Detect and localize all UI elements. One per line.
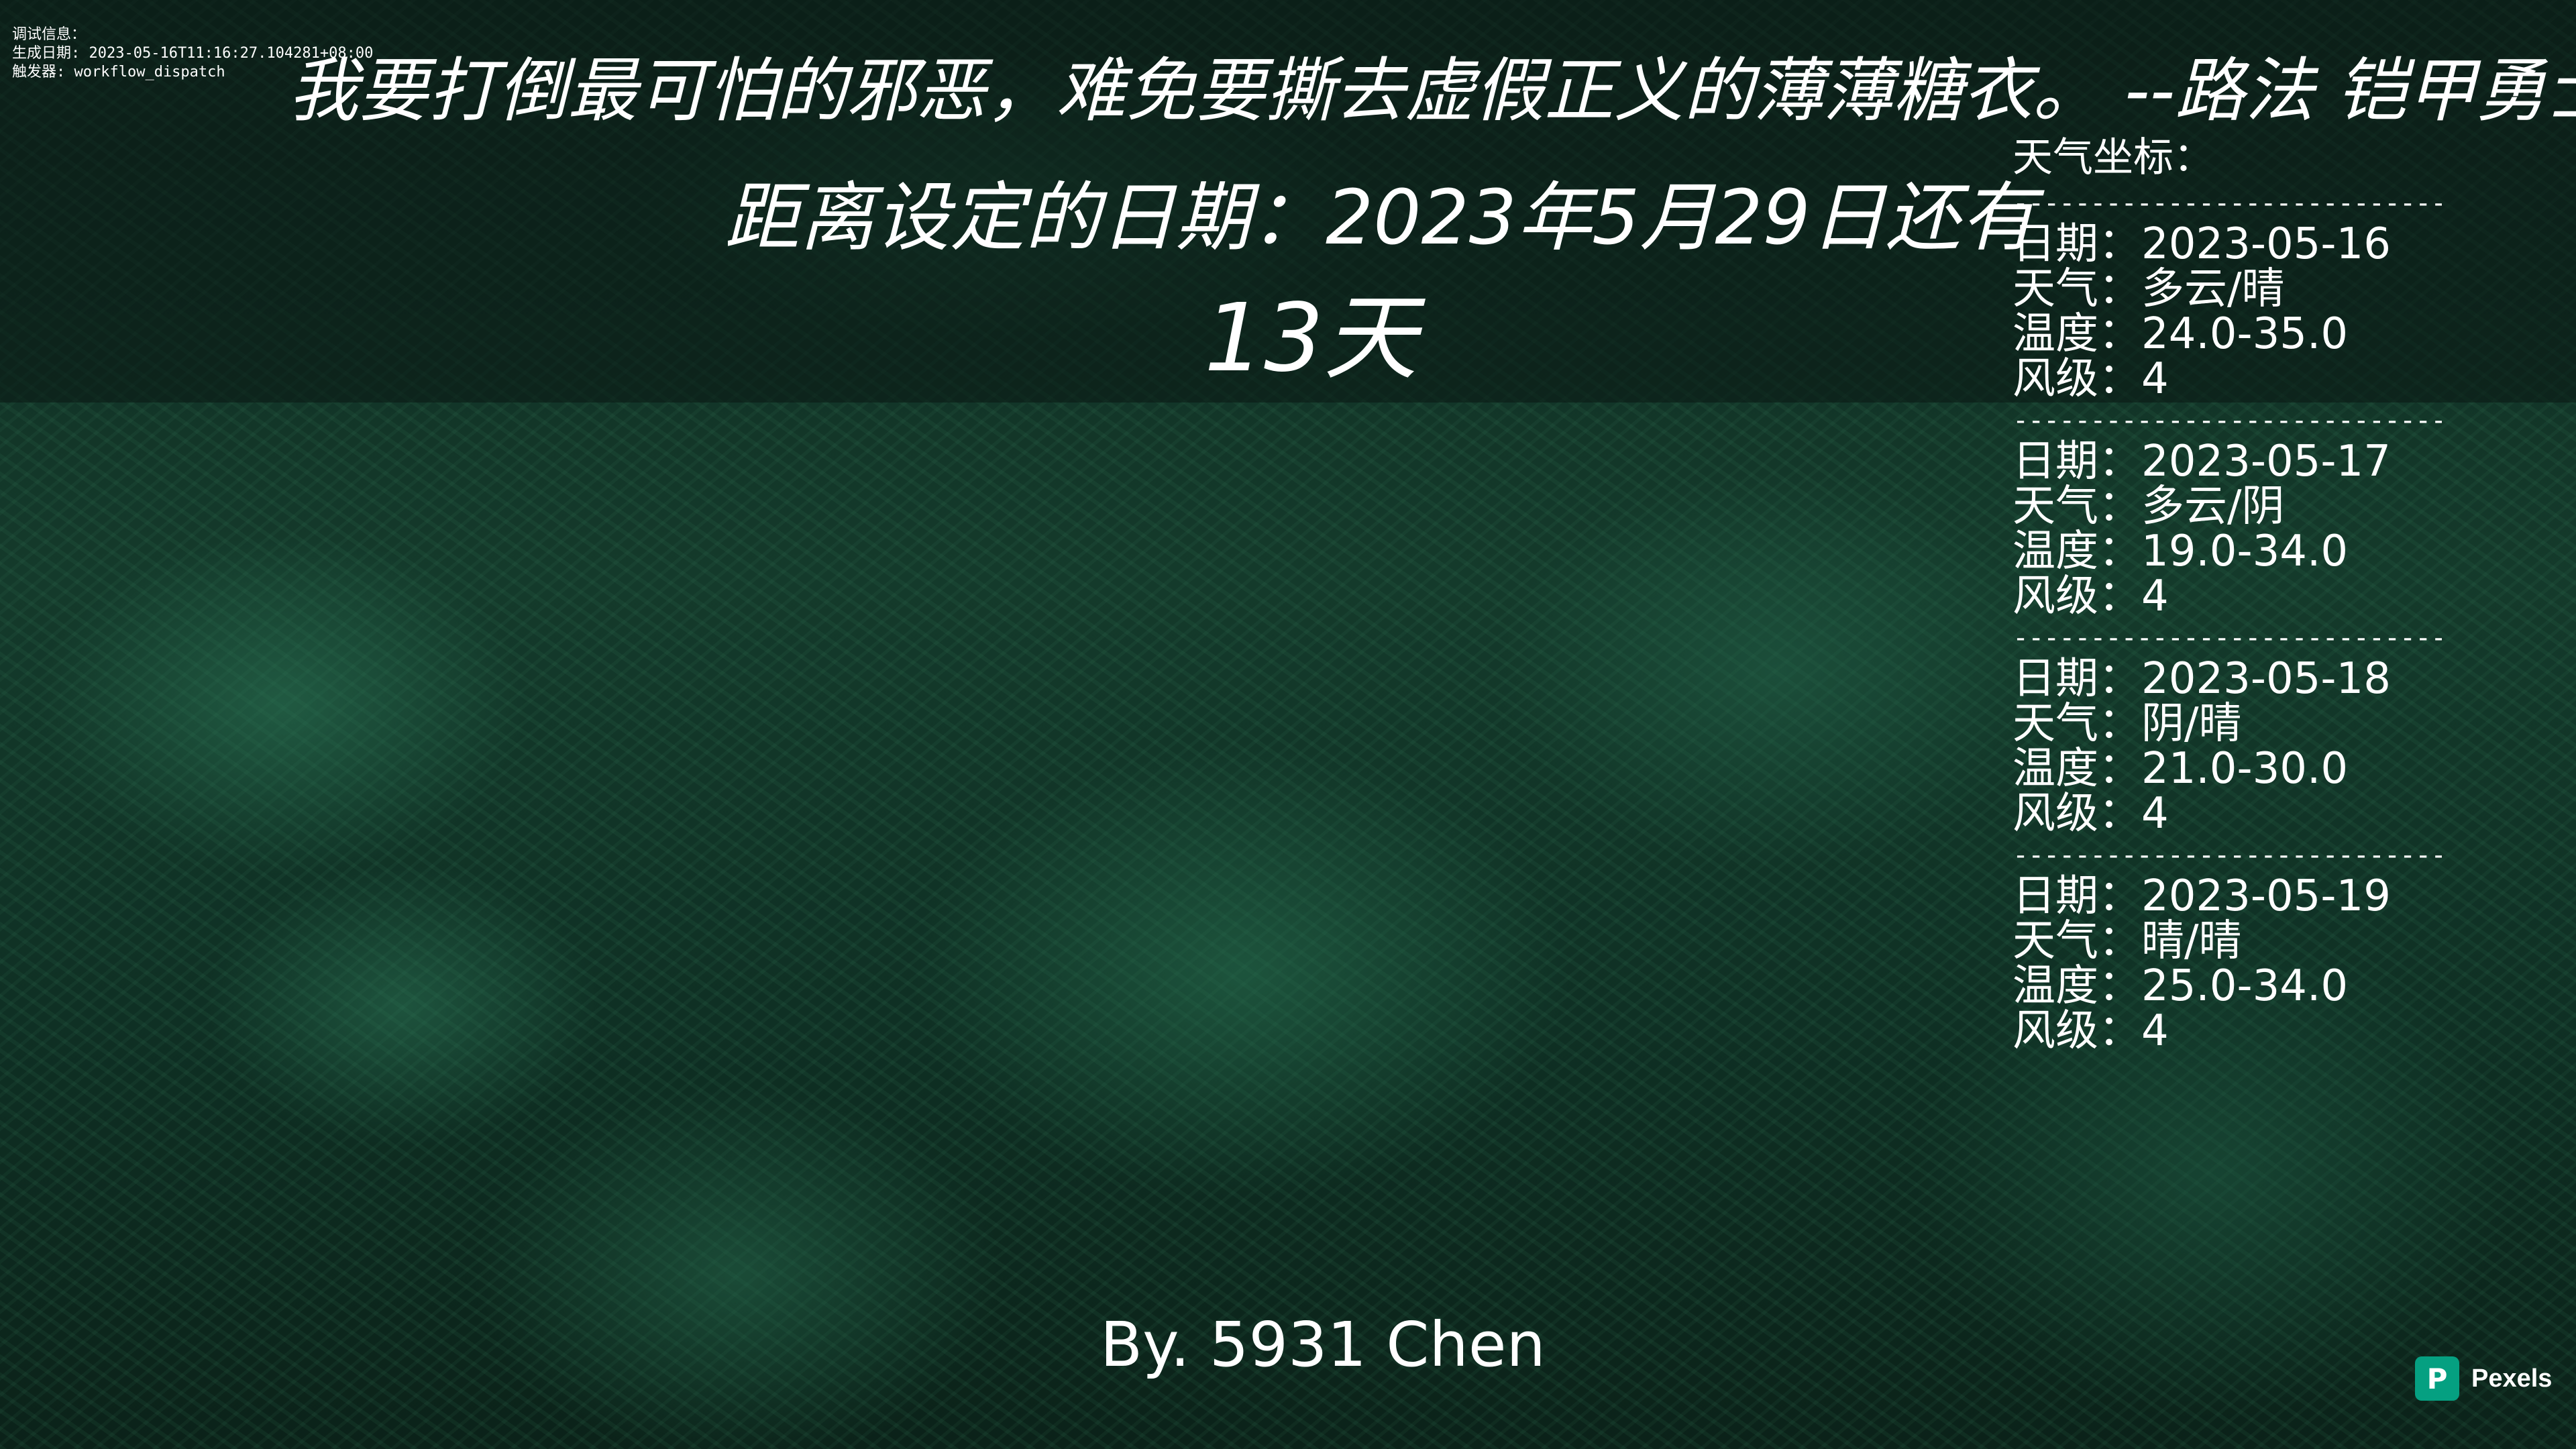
debug-generated-date: 生成日期: 2023-05-16T11:16:27.104281+08:00 xyxy=(12,45,374,62)
weather-wind: 风级：4 xyxy=(2012,1006,2169,1056)
weather-temperature: 温度：24.0-35.0 xyxy=(2012,309,2349,359)
weather-separator: ---------------------------- xyxy=(2012,840,2442,871)
weather-day: 日期：2023-05-18 天气：阴/晴 温度：21.0-30.0 风级：4 xyxy=(2012,657,2442,837)
weather-separator: ---------------------------- xyxy=(2012,405,2442,436)
debug-info: 调试信息： 生成日期: 2023-05-16T11:16:27.104281+0… xyxy=(12,25,373,82)
countdown-days: 13天 xyxy=(1204,284,1418,393)
weather-condition: 天气：多云/阴 xyxy=(2012,482,2285,531)
weather-title: 天气坐标： xyxy=(2012,134,2214,181)
weather-temperature: 温度：19.0-34.0 xyxy=(2012,527,2349,576)
weather-date: 日期：2023-05-17 xyxy=(2012,437,2391,486)
weather-separator: ---------------------------- xyxy=(2012,188,2442,219)
weather-day: 日期：2023-05-16 天气：多云/晴 温度：24.0-35.0 风级：4 xyxy=(2012,222,2442,402)
quote-text: 我要打倒最可怕的邪恶，难免要撕去虚假正义的薄薄糖衣。 --路法 铠甲勇士 xyxy=(288,50,2576,131)
weather-condition: 天气：阴/晴 xyxy=(2012,699,2242,749)
weather-date: 日期：2023-05-18 xyxy=(2012,654,2391,704)
author-signature: By. 5931 Chen xyxy=(1100,1309,1546,1381)
weather-panel: 天气坐标： ---------------------------- 日期：20… xyxy=(2012,131,2442,1054)
weather-wind: 风级：4 xyxy=(2012,572,2169,621)
weather-date: 日期：2023-05-16 xyxy=(2012,219,2391,269)
header-overlay xyxy=(0,0,2576,402)
debug-trigger: 触发器: workflow_dispatch xyxy=(12,64,225,80)
weather-temperature: 温度：21.0-30.0 xyxy=(2012,744,2349,794)
weather-wind: 风级：4 xyxy=(2012,354,2169,404)
weather-wind: 风级：4 xyxy=(2012,789,2169,839)
debug-title: 调试信息： xyxy=(12,26,87,43)
weather-condition: 天气：晴/晴 xyxy=(2012,916,2242,966)
countdown-label: 距离设定的日期：2023年5月29日还有 xyxy=(724,174,2036,262)
weather-condition: 天气：多云/晴 xyxy=(2012,264,2285,314)
weather-temperature: 温度：25.0-34.0 xyxy=(2012,961,2349,1011)
weather-date: 日期：2023-05-19 xyxy=(2012,871,2391,921)
weather-day: 日期：2023-05-19 天气：晴/晴 温度：25.0-34.0 风级：4 xyxy=(2012,874,2442,1054)
pexels-logo-icon: P xyxy=(2415,1356,2459,1401)
weather-day: 日期：2023-05-17 天气：多云/阴 温度：19.0-34.0 风级：4 xyxy=(2012,439,2442,619)
pexels-label: Pexels xyxy=(2471,1364,2553,1393)
weather-separator: ---------------------------- xyxy=(2012,623,2442,653)
photo-credit: P Pexels xyxy=(2415,1355,2552,1402)
